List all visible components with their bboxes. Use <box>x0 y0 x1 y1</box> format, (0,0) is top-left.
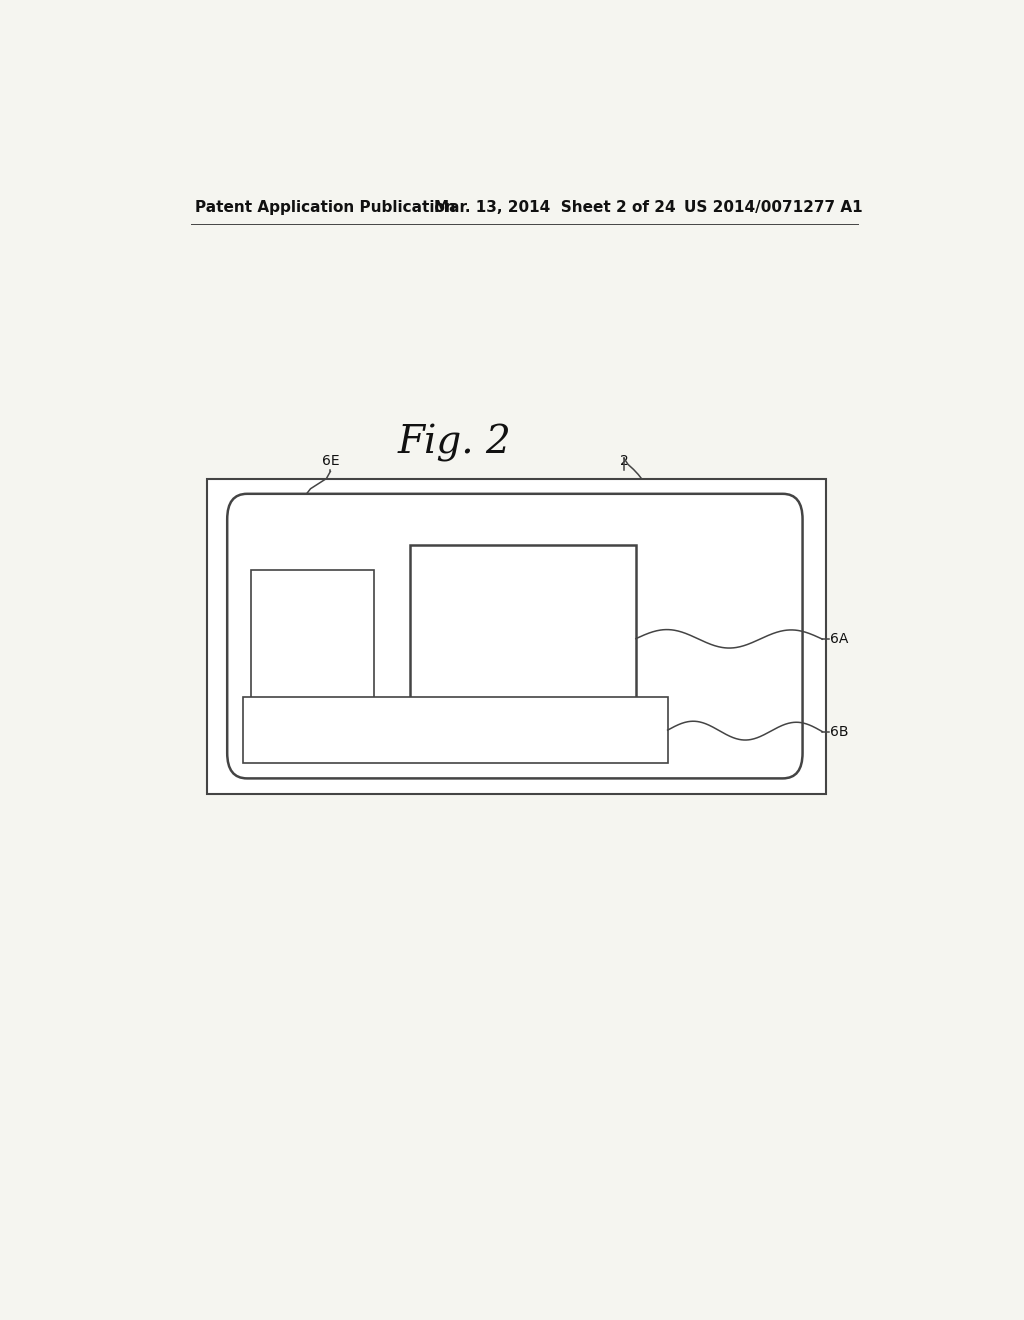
FancyBboxPatch shape <box>227 494 803 779</box>
Text: 6B: 6B <box>830 725 849 739</box>
FancyBboxPatch shape <box>410 545 636 733</box>
Text: OPERATION
AREA: OPERATION AREA <box>465 619 581 659</box>
FancyBboxPatch shape <box>207 479 826 793</box>
Text: Fig. 2: Fig. 2 <box>397 424 512 462</box>
FancyBboxPatch shape <box>251 570 374 702</box>
Text: US 2014/0071277 A1: US 2014/0071277 A1 <box>684 199 862 215</box>
Text: PANORAMA
GENERATION: PANORAMA GENERATION <box>280 627 345 645</box>
Text: Patent Application Publication: Patent Application Publication <box>196 199 457 215</box>
Text: Mar. 13, 2014  Sheet 2 of 24: Mar. 13, 2014 Sheet 2 of 24 <box>433 199 675 215</box>
FancyBboxPatch shape <box>243 697 668 763</box>
Text: 6A: 6A <box>830 632 849 647</box>
Text: 2: 2 <box>620 454 629 469</box>
Text: PANORAMA OPERATION AREA: PANORAMA OPERATION AREA <box>340 723 570 737</box>
Text: 6E: 6E <box>322 454 339 469</box>
